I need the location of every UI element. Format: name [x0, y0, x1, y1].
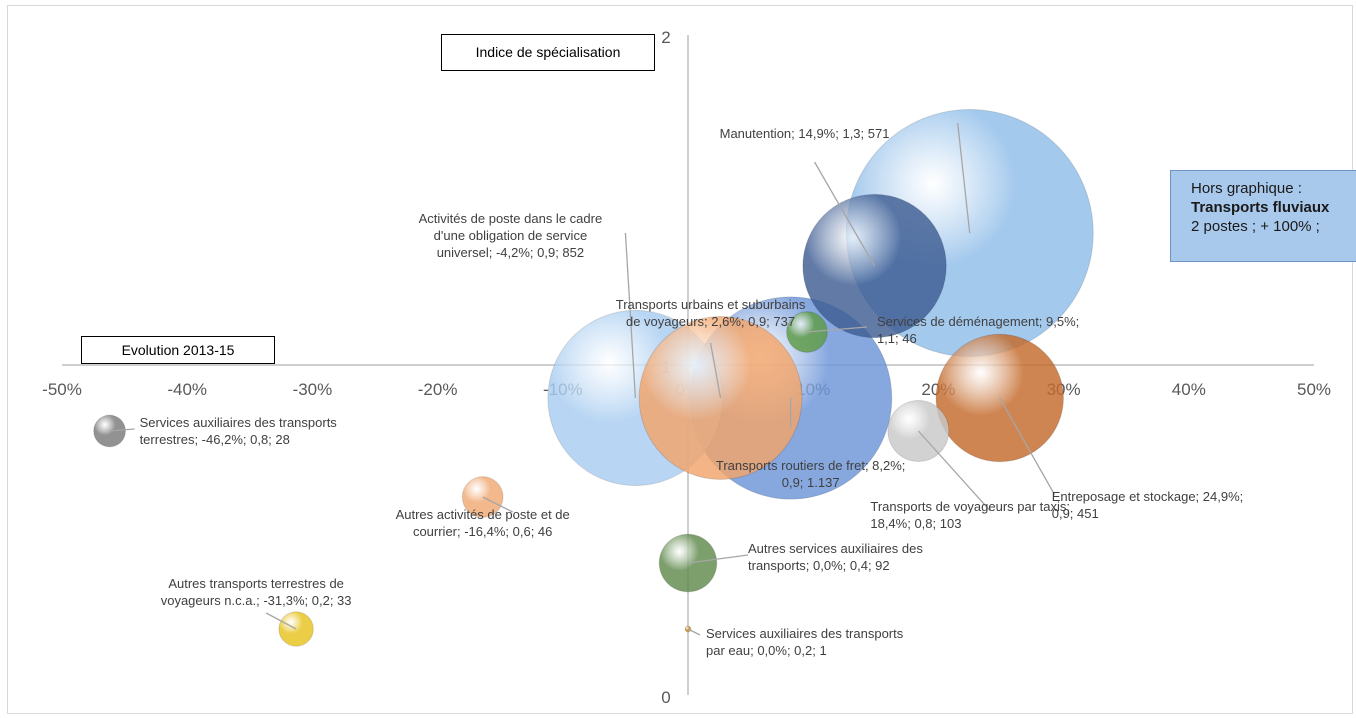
leader-line [109, 428, 135, 432]
leader-line [687, 628, 701, 636]
leader-line [999, 397, 1056, 496]
data-label: Services auxiliaires des transports par e… [706, 626, 904, 658]
x-axis-title: Evolution 2013-15 [81, 336, 275, 364]
leader-line [687, 554, 749, 564]
x-tick-label: -20% [418, 380, 458, 399]
leader-line [806, 326, 867, 333]
off-chart-note-detail: 2 postes ; + 100% ; [1191, 218, 1320, 235]
data-label: Autres transports terrestres de voyageurs… [161, 576, 352, 608]
leader-line [624, 232, 637, 399]
leader-line [957, 122, 971, 234]
leader-line [917, 430, 991, 512]
data-label: Activités de poste dans le cadre d'une ob… [419, 211, 603, 260]
data-label: Entreposage et stockage; 24,9%; 0,9; 451 [1052, 489, 1244, 521]
x-tick-label: -50% [42, 380, 82, 399]
leader-line [265, 612, 297, 630]
bubble [278, 611, 314, 647]
off-chart-note-title: Hors graphique : [1191, 180, 1302, 197]
off-chart-note-name: Transports fluviaux [1191, 199, 1330, 216]
data-label: Manutention; 14,9%; 1,3; 571 [720, 126, 890, 141]
x-tick-label: 50% [1297, 380, 1331, 399]
data-label: Services auxiliaires des transports terre… [140, 415, 338, 447]
x-tick-label: -30% [293, 380, 333, 399]
data-label: Autres services auxiliaires des transport… [748, 541, 923, 573]
data-label: Autres activités de poste et de courrier;… [396, 507, 570, 539]
y-axis-title: Indice de spécialisation [441, 34, 655, 71]
data-label: Services de déménagement; 9,5%; 1,1; 46 [877, 314, 1079, 346]
x-tick-label: 40% [1172, 380, 1206, 399]
y-tick-label: 0 [661, 688, 670, 707]
data-label: Transports de voyageurs par taxis; 18,4%;… [870, 499, 1070, 531]
leader-line [813, 161, 876, 267]
leader-line [482, 496, 513, 513]
data-label: Transports urbains et suburbains de voyag… [616, 297, 806, 329]
off-chart-note: Hors graphique : Transports fluviaux 2 p… [1170, 170, 1356, 262]
y-tick-label: 2 [661, 28, 670, 47]
leader-line [709, 342, 722, 399]
data-label: Transports routiers de fret; 8,2%; 0,9; 1… [716, 458, 906, 490]
x-tick-label: -40% [167, 380, 207, 399]
chart-frame [7, 5, 1353, 714]
